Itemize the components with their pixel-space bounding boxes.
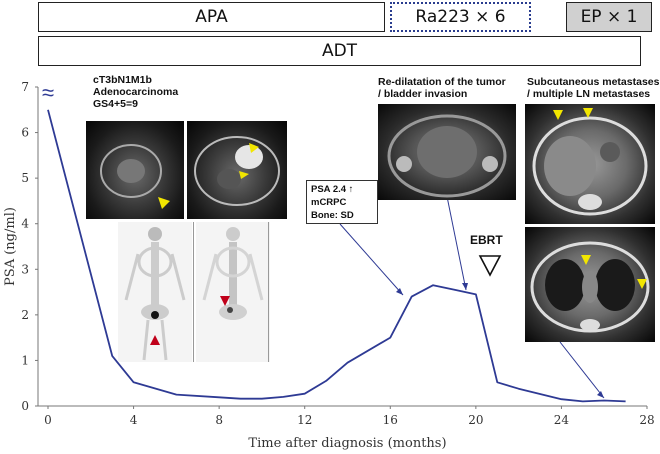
metastases-arrowhead: [597, 391, 604, 398]
y-tick-label: 1: [21, 353, 29, 367]
red-arrowhead-icon: [220, 296, 230, 306]
bone-scan-initial: [118, 222, 192, 362]
y-axis-title: PSA (ng/ml): [3, 207, 18, 286]
ct-chest-detail: [530, 241, 650, 333]
y-tick-label: 4: [21, 217, 29, 231]
yellow-arrowhead-icon: [581, 255, 591, 265]
ra223-treatment-bar: Ra223 × 6: [390, 2, 531, 32]
psa-callout-line-2: mCRPC: [311, 197, 347, 208]
chart-overlay: ≈: [42, 80, 605, 399]
y-tick-label: 3: [21, 262, 29, 276]
ct-abdomen-detail: [532, 108, 648, 216]
psa-callout-box: PSA 2.4 ↑ mCRPC Bone: SD: [306, 180, 378, 224]
adt-treatment-bar: ADT: [38, 36, 641, 66]
ct-tumor-detail: [387, 114, 507, 198]
psa-callout-line-3: Bone: SD: [311, 210, 354, 221]
apa-treatment-bar: APA: [38, 2, 385, 32]
bone-scan-divider: [193, 222, 194, 362]
x-tick-label: 20: [468, 413, 483, 427]
red-arrowhead-icon: [150, 335, 160, 345]
x-tick-label: 0: [44, 413, 52, 427]
apa-label: APA: [195, 7, 228, 27]
yellow-arrowhead-icon: [637, 279, 647, 289]
x-tick-label: 8: [215, 413, 223, 427]
mri-axial-image: [187, 121, 287, 219]
diagnosis-label: cT3bN1M1b Adenocarcinoma GS4+5=9: [93, 74, 179, 110]
redilatation-label: Re-dilatation of the tumor / bladder inv…: [378, 76, 506, 100]
x-axis-title: Time after diagnosis (months): [248, 436, 446, 451]
x-tick-label: 28: [639, 413, 654, 427]
ct-tumor-image: [378, 104, 516, 200]
psa-series-line: [47, 109, 626, 403]
y-tick-label: 6: [21, 126, 29, 140]
x-tick-label: 16: [383, 413, 398, 427]
ep-label: EP × 1: [580, 7, 638, 27]
yellow-arrowhead-icon: [553, 110, 563, 120]
adt-label: ADT: [321, 41, 358, 61]
ebrt-marker-icon: [478, 255, 502, 277]
x-tick-label: 12: [297, 413, 312, 427]
axis-break-mark: ≈: [42, 80, 54, 105]
mri-axial-detail: [194, 136, 280, 206]
ct-abdomen-image: [525, 104, 655, 224]
metastases-label: Subcutaneous metastases / multiple LN me…: [527, 76, 660, 100]
mri-sagittal-detail: [100, 144, 170, 209]
yellow-arrowhead-icon: [249, 143, 259, 153]
y-tick-label: 7: [21, 80, 29, 94]
psa-callout-line-1: PSA 2.4 ↑: [311, 184, 354, 195]
yellow-arrowhead-icon: [583, 108, 593, 118]
yellow-arrowhead-icon: [239, 171, 249, 179]
bone-scan-followup: [196, 222, 270, 362]
bone-scan-right-divider: [268, 222, 269, 362]
yellow-arrowhead-icon: [158, 197, 170, 209]
ra223-label: Ra223 × 6: [415, 7, 506, 27]
ct-chest-image: [525, 227, 655, 342]
chart-series: [47, 109, 626, 403]
psa-callout-arrow: [339, 223, 404, 296]
x-tick-label: 4: [130, 413, 138, 427]
y-tick-label: 0: [21, 399, 29, 413]
redilatation-arrowhead: [462, 283, 468, 290]
psa-callout-arrowhead: [396, 288, 403, 295]
ebrt-label: EBRT: [470, 233, 503, 247]
bone-scan-initial-detail: [124, 227, 186, 361]
y-tick-label: 2: [21, 308, 29, 322]
y-tick-label: 5: [21, 171, 29, 185]
metastases-arrow: [559, 341, 605, 399]
mri-sagittal-image: [86, 121, 184, 219]
ep-treatment-bar: EP × 1: [566, 2, 652, 32]
x-tick-label: 24: [554, 413, 570, 427]
bone-scan-followup-detail: [202, 227, 264, 320]
